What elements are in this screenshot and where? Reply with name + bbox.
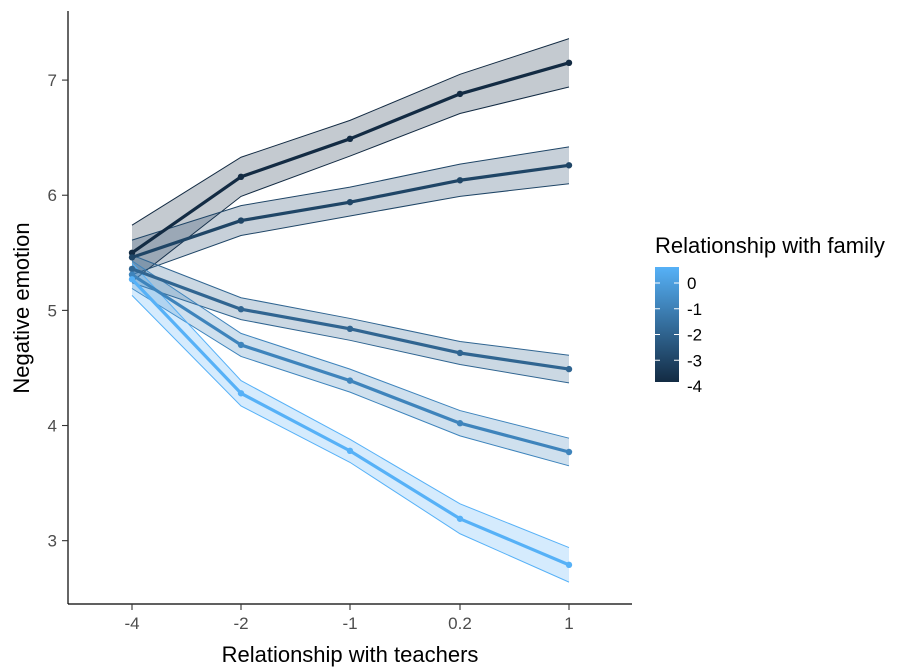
series-points <box>128 59 573 569</box>
data-point <box>346 135 354 143</box>
confidence-band <box>132 38 569 282</box>
legend-label: -2 <box>687 326 702 345</box>
data-point <box>237 217 245 224</box>
y-tick-label: 6 <box>48 186 57 205</box>
data-point <box>237 173 245 181</box>
data-point <box>565 365 573 373</box>
band-lower-edge <box>131 86 570 282</box>
data-point <box>237 390 245 397</box>
data-point <box>456 420 464 427</box>
band-lower-edge <box>131 282 570 384</box>
x-tick-label: 0.2 <box>448 614 472 633</box>
data-point <box>128 276 136 283</box>
band-upper-edge <box>131 146 570 241</box>
x-axis-title: Relationship with teachers <box>222 642 479 667</box>
data-point <box>237 306 245 313</box>
data-point <box>456 90 464 98</box>
axis-ticks: -4 -2 -1 0.2 1 3 4 5 6 7 <box>48 71 574 633</box>
band-lower-edge <box>131 183 570 276</box>
legend: Relationship with family 0 -1 -2 -3 -4 <box>655 233 885 396</box>
data-point <box>565 448 573 456</box>
data-point <box>346 198 354 206</box>
data-point <box>128 249 136 257</box>
data-point <box>565 162 573 169</box>
band-lower-edge <box>131 288 570 467</box>
data-point <box>565 561 573 569</box>
data-point <box>456 349 464 357</box>
y-axis-title: Negative emotion <box>9 222 34 393</box>
y-tick-label: 7 <box>48 71 57 90</box>
legend-label: -4 <box>687 377 702 396</box>
legend-label: -1 <box>687 300 702 319</box>
x-tick-label: -1 <box>342 614 357 633</box>
data-point <box>565 59 573 67</box>
data-point <box>346 447 354 455</box>
data-point <box>128 254 136 261</box>
band-upper-edge <box>131 260 570 439</box>
band-upper-edge <box>131 38 570 226</box>
legend-colorbar <box>655 267 679 382</box>
confidence-band <box>132 260 569 466</box>
confidence-band <box>132 263 569 583</box>
band-upper-edge <box>131 254 570 356</box>
legend-title: Relationship with family <box>655 233 885 258</box>
data-point <box>456 515 464 522</box>
data-point <box>346 325 354 333</box>
band-upper-edge <box>131 262 570 549</box>
y-tick-label: 4 <box>48 417 57 436</box>
x-tick-label: -2 <box>233 614 248 633</box>
confidence-bands <box>131 38 570 583</box>
x-tick-label: -4 <box>124 614 139 633</box>
y-tick-label: 3 <box>48 532 57 551</box>
data-point <box>128 265 136 273</box>
data-point <box>237 341 245 349</box>
y-tick-label: 5 <box>48 301 57 320</box>
data-point <box>346 377 354 384</box>
band-lower-edge <box>131 295 570 583</box>
x-tick-label: 1 <box>564 614 573 633</box>
data-point <box>456 177 464 184</box>
data-point <box>128 271 136 278</box>
legend-ticks: 0 -1 -2 -3 -4 <box>655 274 702 396</box>
legend-label: -3 <box>687 351 702 370</box>
legend-label: 0 <box>687 274 696 293</box>
